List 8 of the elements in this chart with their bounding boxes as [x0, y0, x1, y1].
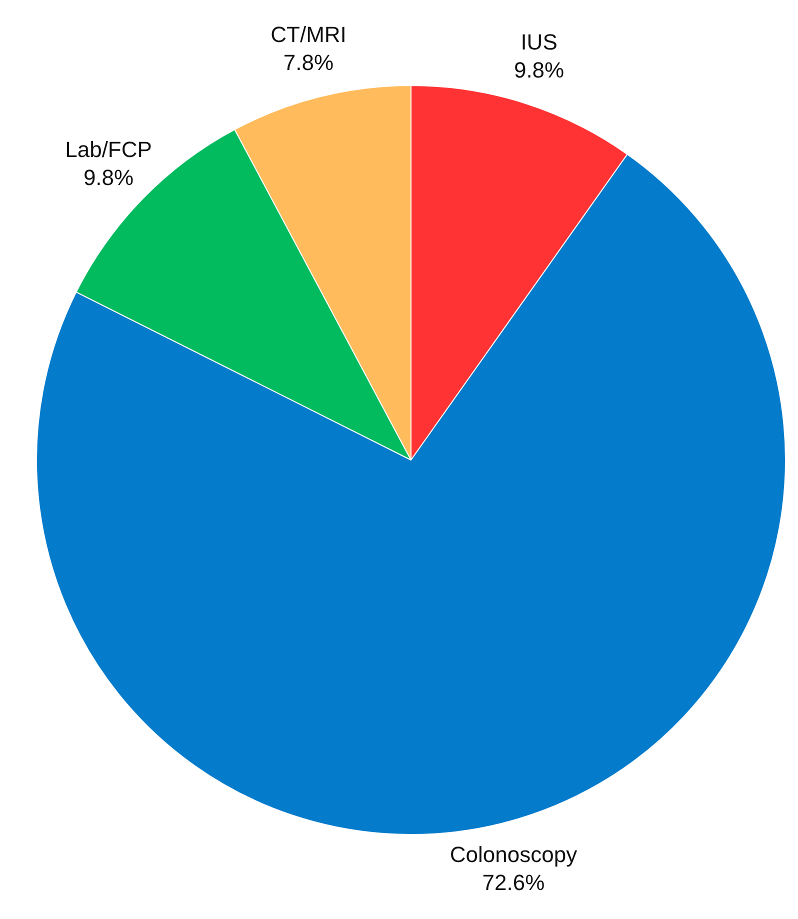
- data-label: 72.6%: [482, 870, 545, 895]
- data-label: 9.8%: [514, 57, 564, 82]
- data-label: 9.8%: [83, 165, 134, 190]
- data-label: 7.8%: [283, 50, 334, 76]
- slice-label: CT/MRI: [270, 22, 346, 48]
- slice-label: Colonoscopy: [450, 842, 578, 867]
- slice-label: Lab/FCP: [65, 137, 152, 162]
- slice-label: IUS: [520, 29, 558, 54]
